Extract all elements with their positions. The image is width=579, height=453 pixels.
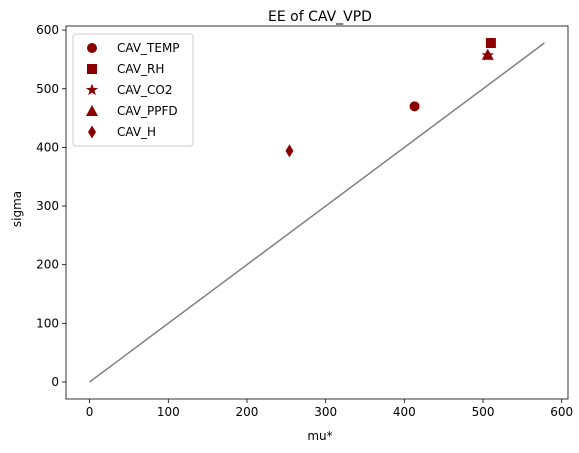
x-tick-label: 300 [314,405,337,419]
y-tick-label: 600 [36,23,59,37]
legend-marker-cav-rh [87,64,97,74]
x-tick-label: 400 [393,405,416,419]
x-axis-label: mu* [307,429,332,443]
data-point-cav-temp [409,101,420,112]
x-tick-label: 0 [86,405,94,419]
axes-box [65,25,569,400]
legend-marker-cav-temp [87,43,97,53]
y-tick-label: 0 [51,375,59,389]
x-tick-label: 600 [550,405,573,419]
legend-label: CAV_TEMP [117,41,180,55]
y-tick-label: 200 [36,258,59,272]
legend-label: CAV_CO2 [117,83,173,97]
data-markers [285,38,496,158]
legend-label: CAV_RH [117,62,164,76]
y-tick-label: 500 [36,82,59,96]
y-tick-label: 400 [36,140,59,154]
axes-frame [65,25,569,400]
y-axis-label: sigma [10,191,24,227]
chart-title: EE of CAV_VPD [268,9,372,25]
reference-line [89,42,545,383]
legend-marker-cav-co2 [85,83,99,96]
y-tick-label: 300 [36,199,59,213]
legend: CAV_TEMP CAV_RH CAV_CO2 CAV_PPFD CAV_H [72,33,194,147]
legend-marker-cav-h [88,125,96,139]
data-point-cav-h [285,144,294,158]
y-axis: 0 100 200 300 400 500 600 [36,23,66,389]
y-tick-label: 100 [36,316,59,330]
legend-box [72,33,194,147]
legend-marker-cav-ppfd [86,105,98,116]
x-tick-label: 200 [236,405,259,419]
x-tick-label: 500 [472,405,495,419]
legend-label: CAV_PPFD [117,104,178,118]
x-tick-label: 100 [157,405,180,419]
data-point-cav-ppfd [481,48,494,60]
x-axis: 0 100 200 300 400 500 600 [86,399,573,419]
plot-area [89,42,545,383]
data-point-cav-rh [485,38,496,49]
legend-label: CAV_H [117,125,156,139]
